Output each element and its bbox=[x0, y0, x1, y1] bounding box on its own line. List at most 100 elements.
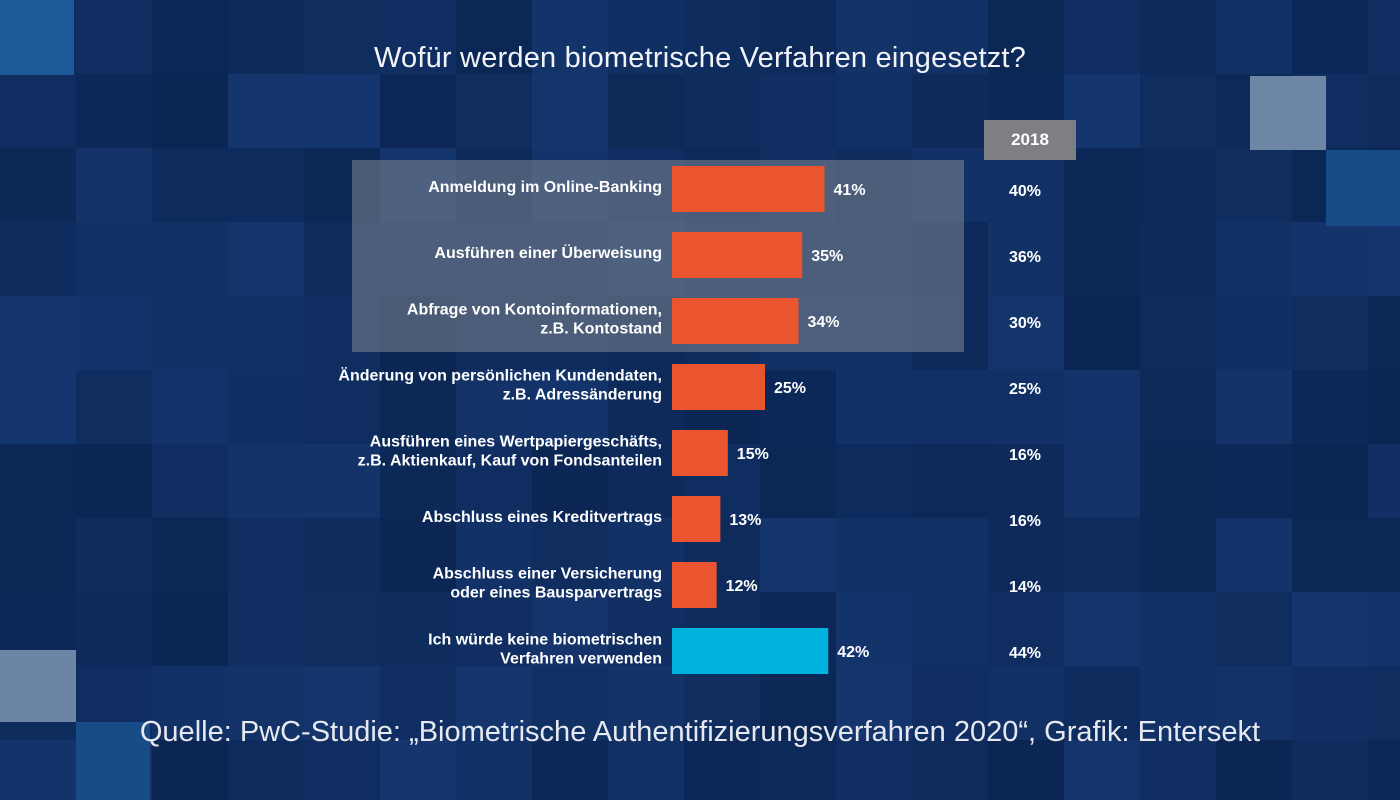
mosaic-tile bbox=[912, 0, 988, 74]
value-label-1: 35% bbox=[811, 248, 843, 265]
mosaic-tile bbox=[760, 518, 836, 592]
mosaic-tile bbox=[456, 74, 532, 148]
mosaic-tile bbox=[1292, 222, 1368, 296]
mosaic-tile bbox=[380, 740, 456, 800]
mosaic-tile bbox=[532, 740, 608, 800]
mosaic-tile bbox=[380, 0, 456, 74]
mosaic-tile bbox=[228, 370, 304, 444]
mosaic-tile bbox=[304, 592, 380, 666]
decor-square-top-left bbox=[0, 0, 74, 75]
mosaic-tile bbox=[76, 222, 152, 296]
value-2018-label-7: 44% bbox=[1009, 645, 1041, 662]
mosaic-tile bbox=[0, 370, 76, 444]
mosaic-tile bbox=[988, 740, 1064, 800]
mosaic-tile bbox=[228, 444, 304, 518]
mosaic-tile bbox=[228, 74, 304, 148]
mosaic-tile bbox=[532, 518, 608, 592]
mosaic-tile bbox=[152, 666, 228, 740]
mosaic-tile bbox=[304, 666, 380, 740]
mosaic-tile bbox=[304, 740, 380, 800]
mosaic-tile bbox=[1140, 222, 1216, 296]
mosaic-tile bbox=[152, 0, 228, 74]
mosaic-tile bbox=[152, 296, 228, 370]
value-2018-label-3: 25% bbox=[1009, 381, 1041, 398]
value-label-4: 15% bbox=[737, 446, 769, 463]
mosaic-tile bbox=[380, 370, 456, 444]
mosaic-tile bbox=[532, 444, 608, 518]
mosaic-tile bbox=[532, 592, 608, 666]
mosaic-tile bbox=[1064, 74, 1140, 148]
mosaic-tile bbox=[76, 296, 152, 370]
mosaic-tile bbox=[228, 148, 304, 222]
mosaic-tile bbox=[912, 740, 988, 800]
mosaic-tile bbox=[1368, 444, 1400, 518]
category-label-0: Anmeldung im Online-Banking bbox=[428, 179, 662, 196]
mosaic-tile bbox=[76, 444, 152, 518]
mosaic-tile bbox=[912, 592, 988, 666]
mosaic-tile bbox=[0, 222, 76, 296]
mosaic-tile bbox=[456, 592, 532, 666]
value-2018-label-5: 16% bbox=[1009, 513, 1041, 530]
mosaic-tile bbox=[0, 74, 76, 148]
mosaic-tile bbox=[1140, 444, 1216, 518]
category-label-line: Abschluss einer Versicherung bbox=[433, 566, 662, 583]
mosaic-tile bbox=[1064, 444, 1140, 518]
mosaic-tile bbox=[608, 666, 684, 740]
mosaic-tile bbox=[380, 518, 456, 592]
category-label-2: Abfrage von Kontoinformationen, z.B. Kont… bbox=[407, 302, 662, 338]
mosaic-tile bbox=[608, 592, 684, 666]
highlight-panel bbox=[352, 160, 964, 352]
category-label-line: Ich würde keine biometrischen bbox=[428, 632, 662, 649]
mosaic-tile bbox=[228, 740, 304, 800]
mosaic-tile bbox=[1216, 222, 1292, 296]
chart-title: Wofür werden biometrische Verfahren eing… bbox=[373, 42, 1027, 74]
mosaic-tile bbox=[1368, 740, 1400, 800]
mosaic-tile bbox=[304, 518, 380, 592]
mosaic-tile bbox=[608, 518, 684, 592]
mosaic-tile bbox=[456, 444, 532, 518]
mosaic-tile bbox=[304, 0, 380, 74]
mosaic-tile bbox=[684, 740, 760, 800]
mosaic-tile bbox=[608, 0, 684, 74]
mosaic-tile bbox=[1368, 370, 1400, 444]
mosaic-tile bbox=[608, 444, 684, 518]
mosaic-tile bbox=[380, 74, 456, 148]
mosaic-tile bbox=[76, 74, 152, 148]
value-2018-label-4: 16% bbox=[1009, 447, 1041, 464]
mosaic-tile bbox=[228, 518, 304, 592]
value-2018-label-6: 14% bbox=[1009, 579, 1041, 596]
mosaic-tile bbox=[1292, 296, 1368, 370]
value-label-7: 42% bbox=[837, 644, 869, 661]
value-2018-label-2: 30% bbox=[1009, 315, 1041, 332]
mosaic-tile bbox=[988, 592, 1064, 666]
mosaic-tile bbox=[228, 592, 304, 666]
mosaic-tile bbox=[988, 444, 1064, 518]
mosaic-tile bbox=[912, 370, 988, 444]
mosaic-tile bbox=[1140, 0, 1216, 74]
mosaic-tile bbox=[152, 148, 228, 222]
mosaic-tile bbox=[152, 370, 228, 444]
mosaic-tile bbox=[304, 370, 380, 444]
mosaic-tile bbox=[1368, 296, 1400, 370]
category-label-line: oder eines Bausparvertrags bbox=[450, 585, 662, 602]
mosaic-tile bbox=[988, 666, 1064, 740]
mosaic-tile bbox=[760, 666, 836, 740]
mosaic-tile bbox=[684, 0, 760, 74]
bar-3 bbox=[672, 364, 765, 410]
mosaic-tile bbox=[0, 444, 76, 518]
category-label-7: Ich würde keine biometrischen Verfahren v… bbox=[428, 632, 662, 668]
mosaic-tile bbox=[0, 148, 76, 222]
mosaic-tile bbox=[76, 518, 152, 592]
mosaic-tile bbox=[228, 296, 304, 370]
mosaic-tile bbox=[760, 0, 836, 74]
mosaic-tile bbox=[1064, 740, 1140, 800]
bar-4 bbox=[672, 430, 728, 476]
mosaic-tile bbox=[608, 74, 684, 148]
mosaic-tile bbox=[988, 0, 1064, 74]
mosaic-tile bbox=[912, 444, 988, 518]
value-label-3: 25% bbox=[774, 380, 806, 397]
bar-7 bbox=[672, 628, 829, 674]
mosaic-tile bbox=[760, 444, 836, 518]
category-label-line: Verfahren verwenden bbox=[500, 651, 662, 668]
